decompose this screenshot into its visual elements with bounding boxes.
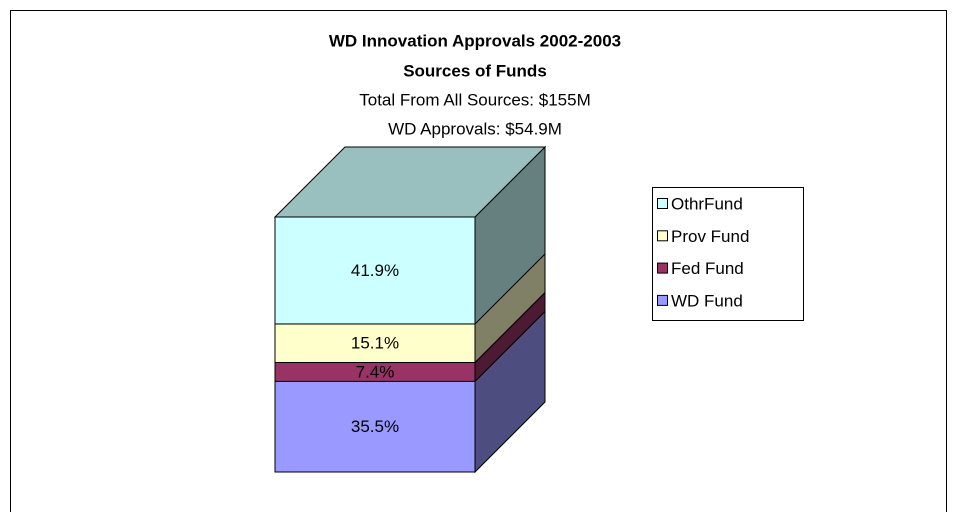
bar-segment bbox=[274, 323, 476, 363]
annotation: Total From All Sources: $155M bbox=[359, 90, 590, 109]
legend-swatch bbox=[657, 262, 668, 274]
legend-label: Prov Fund bbox=[671, 227, 749, 246]
data-label: 15.1% bbox=[351, 334, 399, 353]
chart-subtitle: Sources of Funds bbox=[403, 61, 547, 80]
annotation: WD Approvals: $54.9M bbox=[388, 119, 562, 138]
bar-top bbox=[273, 146, 547, 218]
bar-segment bbox=[274, 216, 476, 325]
legend-box bbox=[652, 187, 804, 321]
data-label: 35.5% bbox=[351, 417, 399, 436]
legend-label: Fed Fund bbox=[671, 259, 744, 278]
legend-label: WD Fund bbox=[671, 291, 743, 310]
legend-swatch bbox=[657, 198, 668, 209]
data-label: 41.9% bbox=[351, 261, 399, 280]
legend-label: OthrFund bbox=[671, 194, 743, 213]
legend-swatch bbox=[657, 230, 668, 242]
chart-title: WD Innovation Approvals 2002-2003 bbox=[329, 31, 621, 50]
data-label: 7.4% bbox=[356, 362, 395, 381]
bar-segment bbox=[274, 380, 476, 473]
legend-swatch bbox=[657, 294, 668, 306]
